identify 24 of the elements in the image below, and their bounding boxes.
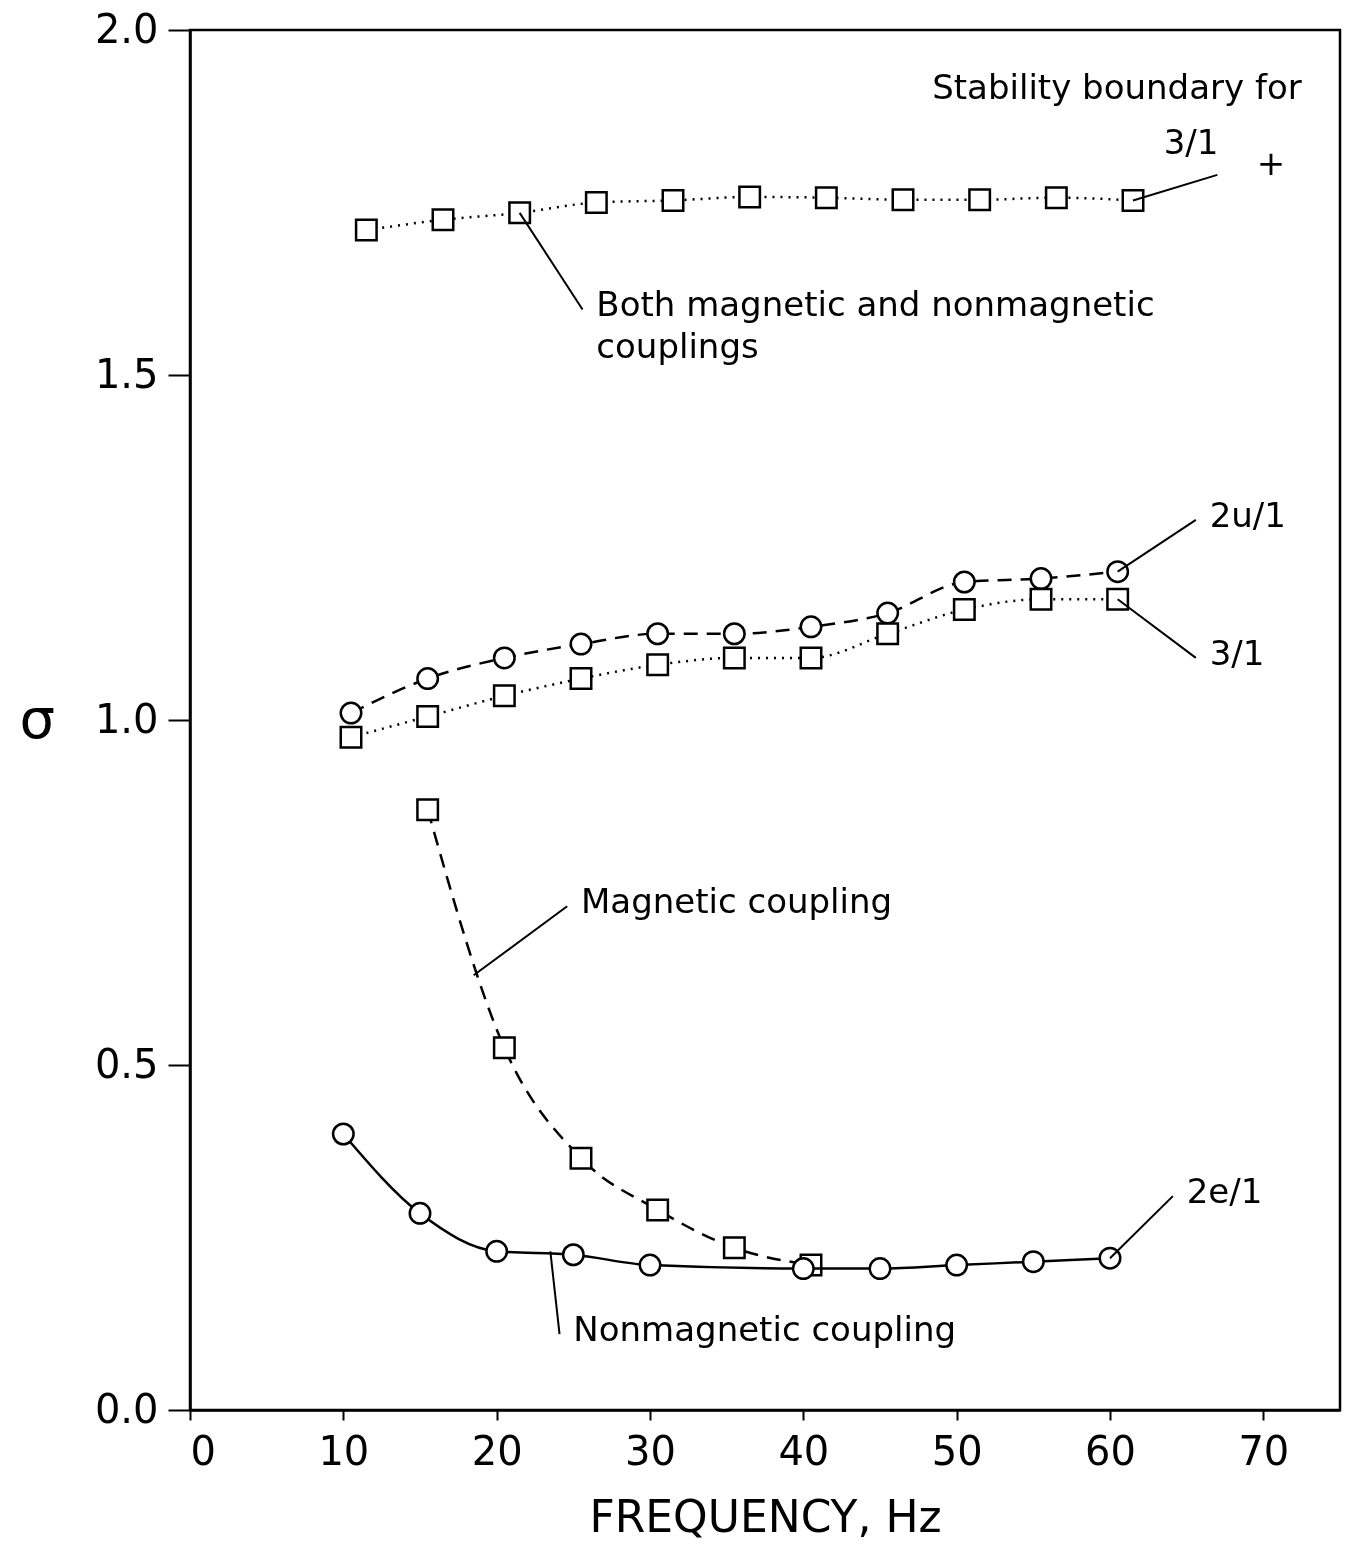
y-tick-label: 0.0 — [94, 1385, 159, 1432]
y-axis-title: σ — [19, 685, 55, 751]
x-tick-label: 50 — [931, 1427, 983, 1474]
annotation: 3/1 — [1163, 122, 1219, 163]
x-tick-label: 20 — [471, 1427, 523, 1474]
y-tick-label: 1.0 — [94, 695, 159, 742]
x-axis-title: FREQUENCY, Hz — [589, 1490, 942, 1542]
annotation: Stability boundary for — [932, 67, 1302, 108]
annotation: 3/1 — [1209, 632, 1265, 673]
x-tick-label: 60 — [1085, 1427, 1136, 1474]
x-tick-label: 70 — [1238, 1427, 1290, 1474]
y-tick-label: 0.5 — [94, 1040, 159, 1087]
y-tick-label: 1.5 — [94, 350, 159, 397]
annotation: Magnetic coupling — [581, 881, 893, 922]
x-tick-label: 40 — [778, 1427, 830, 1474]
annotation: 2e/1 — [1186, 1171, 1263, 1212]
x-tick-label: 0 — [190, 1427, 216, 1474]
x-tick-label: 10 — [318, 1427, 370, 1474]
annotation: 2u/1 — [1209, 494, 1286, 535]
y-tick-label: 2.0 — [94, 5, 159, 52]
annotation: Nonmagnetic coupling — [573, 1309, 957, 1350]
annotation: + — [1256, 143, 1286, 183]
annotation: Both magnetic and nonmagnetic couplings — [596, 284, 1155, 367]
x-tick-label: 30 — [625, 1427, 676, 1474]
